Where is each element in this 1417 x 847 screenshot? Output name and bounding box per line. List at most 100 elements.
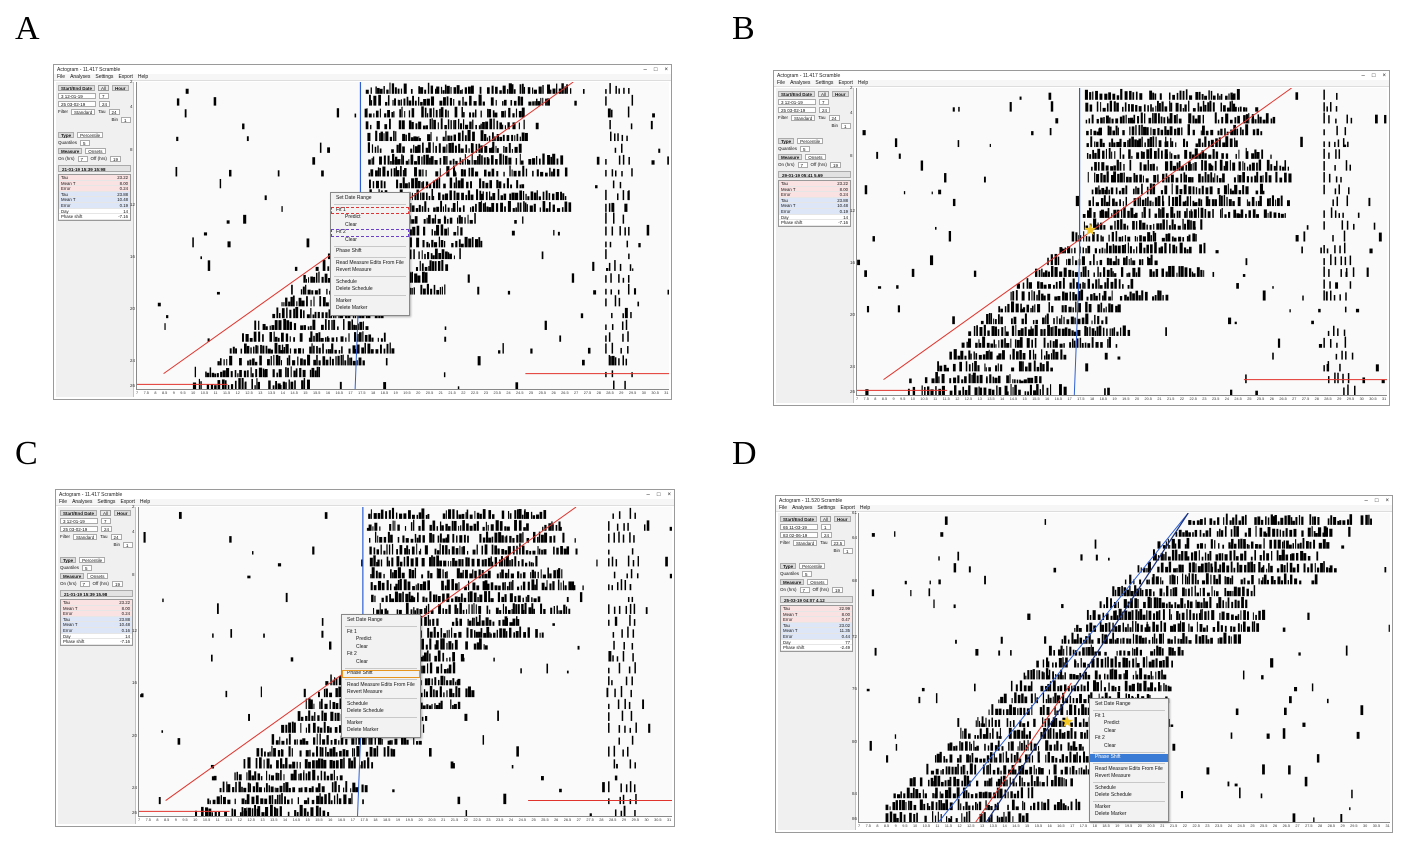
hour-field-1[interactable]: 7 — [99, 92, 109, 99]
minimize-icon[interactable]: – — [1361, 72, 1365, 79]
hour-field-1[interactable]: 7 — [819, 98, 829, 105]
menu-item[interactable]: Export — [118, 74, 133, 80]
measure-select[interactable]: Onsets — [807, 578, 828, 585]
context-menu-item[interactable]: Schedule — [336, 278, 357, 285]
all-button[interactable]: All — [98, 84, 110, 91]
quantiles-field[interactable]: 5 — [82, 564, 93, 571]
menu-item[interactable]: Analyses — [792, 505, 813, 511]
menu-item[interactable]: Export — [838, 80, 853, 86]
hour-field-1[interactable]: 7 — [101, 517, 111, 524]
context-menu-item[interactable]: Clear — [356, 643, 368, 650]
close-icon[interactable]: × — [664, 66, 668, 73]
menu-item[interactable]: Settings — [817, 505, 836, 511]
end-date-field[interactable]: 83 02-06-19 — [780, 531, 818, 538]
context-menu-item[interactable]: Predict — [345, 214, 361, 220]
context-menu-item[interactable]: Revert Measure — [336, 267, 372, 273]
context-menu-item[interactable]: Set Date Range — [347, 617, 383, 623]
menu-item[interactable]: Settings — [95, 74, 114, 80]
all-button[interactable]: All — [100, 509, 112, 516]
menu-item[interactable]: Help — [137, 74, 149, 80]
hour-field-2[interactable]: 24 — [99, 100, 111, 107]
start-date-field[interactable]: 3 12-01-19 — [778, 98, 816, 105]
tau-field[interactable]: 24 — [828, 114, 840, 121]
all-button[interactable]: All — [820, 515, 832, 522]
menu-item[interactable]: Analyses — [72, 499, 93, 505]
actogram-plot[interactable]: 2 4 8 12 16 20 24 26 — [850, 85, 1387, 396]
start-date-field[interactable]: 3 12-01-19 — [58, 92, 96, 99]
end-date-field[interactable]: 25 03-02-19 — [58, 100, 96, 107]
context-menu-item[interactable]: Phase Shift — [336, 248, 362, 254]
end-date-field[interactable]: 25 03-02-19 — [778, 106, 816, 113]
start-date-field[interactable]: 3 12-01-19 — [60, 517, 98, 524]
maximize-icon[interactable]: □ — [653, 66, 658, 73]
maximize-icon[interactable]: □ — [1374, 497, 1379, 504]
all-button[interactable]: All — [818, 90, 830, 97]
close-icon[interactable]: × — [1382, 72, 1386, 79]
context-menu-item[interactable]: Schedule — [347, 700, 368, 707]
bin-field[interactable]: 1 — [843, 547, 853, 554]
hour-field-2[interactable]: 24 — [101, 525, 113, 532]
context-menu-item[interactable]: Marker — [347, 719, 363, 726]
menu-item[interactable]: File — [57, 74, 66, 80]
menu-item[interactable]: Help — [859, 505, 871, 511]
start-date-field[interactable]: 65 11-03-19 — [780, 523, 818, 530]
context-menu-item[interactable]: Phase Shift — [342, 670, 420, 678]
end-date-field[interactable]: 25 03-02-19 — [60, 525, 98, 532]
actogram-plot[interactable]: 2 4 8 12 16 20 24 26 — [130, 79, 669, 390]
menu-item[interactable]: Export — [840, 505, 855, 511]
context-menu-item[interactable]: Fit 1 — [331, 206, 409, 214]
context-menu-item[interactable]: Predict — [356, 636, 372, 642]
menu-item[interactable]: Export — [120, 499, 135, 505]
on-hrs-field[interactable]: 7 — [77, 155, 88, 162]
filter-select[interactable]: Standard — [73, 533, 98, 540]
on-hrs-field[interactable]: 7 — [797, 161, 808, 168]
filter-select[interactable]: Standard — [71, 108, 96, 115]
menu-item[interactable]: File — [777, 80, 786, 86]
off-hrs-field[interactable]: 19 — [829, 161, 841, 168]
context-menu-item[interactable]: Revert Measure — [347, 689, 383, 695]
context-menu-item[interactable]: Fit 2 — [347, 651, 357, 657]
close-icon[interactable]: × — [1385, 497, 1389, 504]
off-hrs-field[interactable]: 19 — [831, 586, 843, 593]
menu-item[interactable]: Help — [139, 499, 151, 505]
bin-field[interactable]: 1 — [123, 541, 133, 548]
minimize-icon[interactable]: – — [643, 66, 647, 73]
on-hrs-field[interactable]: 7 — [799, 586, 810, 593]
menu-item[interactable]: File — [779, 505, 788, 511]
hour-field-2[interactable]: 24 — [821, 531, 833, 538]
bin-field[interactable]: 1 — [121, 116, 131, 123]
context-menu-item[interactable]: Clear — [356, 658, 368, 665]
context-menu-item[interactable]: Clear — [345, 221, 357, 228]
minimize-icon[interactable]: – — [646, 491, 650, 498]
menu-item[interactable]: Help — [857, 80, 869, 86]
on-hrs-field[interactable]: 7 — [79, 580, 90, 587]
type-select[interactable]: Percentile — [799, 562, 826, 569]
context-menu-item[interactable]: Fit 2 — [331, 229, 409, 237]
maximize-icon[interactable]: □ — [1371, 72, 1376, 79]
close-icon[interactable]: × — [667, 491, 671, 498]
maximize-icon[interactable]: □ — [656, 491, 661, 498]
tau-field[interactable]: 24 — [110, 533, 122, 540]
tau-field[interactable]: 24 — [108, 108, 120, 115]
quantiles-field[interactable]: 5 — [80, 139, 91, 146]
context-menu-item[interactable]: Delete Schedule — [347, 708, 384, 714]
off-hrs-field[interactable]: 19 — [111, 580, 123, 587]
hour-field-1[interactable]: 1 — [821, 523, 831, 530]
tau-field[interactable]: 23.5 — [830, 539, 846, 546]
context-menu-item[interactable]: Fit 1 — [347, 628, 357, 635]
menu-item[interactable]: Settings — [97, 499, 116, 505]
type-select[interactable]: Percentile — [79, 556, 106, 563]
quantiles-field[interactable]: 5 — [802, 570, 813, 577]
context-menu-item[interactable]: Clear — [345, 236, 357, 243]
context-menu-item[interactable]: Read Measure Edits From File — [336, 259, 404, 266]
type-select[interactable]: Percentile — [77, 131, 104, 138]
measure-select[interactable]: Onsets — [805, 153, 826, 160]
context-menu-item[interactable]: Read Measure Edits From File — [347, 681, 415, 688]
context-menu-item[interactable]: Set Date Range — [336, 195, 372, 201]
context-menu-item[interactable]: Marker — [336, 297, 352, 304]
menu-item[interactable]: Analyses — [70, 74, 91, 80]
context-menu-item[interactable]: Delete Marker — [347, 727, 379, 733]
hour-field-2[interactable]: 24 — [819, 106, 831, 113]
menu-item[interactable]: Settings — [815, 80, 834, 86]
bin-field[interactable]: 1 — [841, 122, 851, 129]
